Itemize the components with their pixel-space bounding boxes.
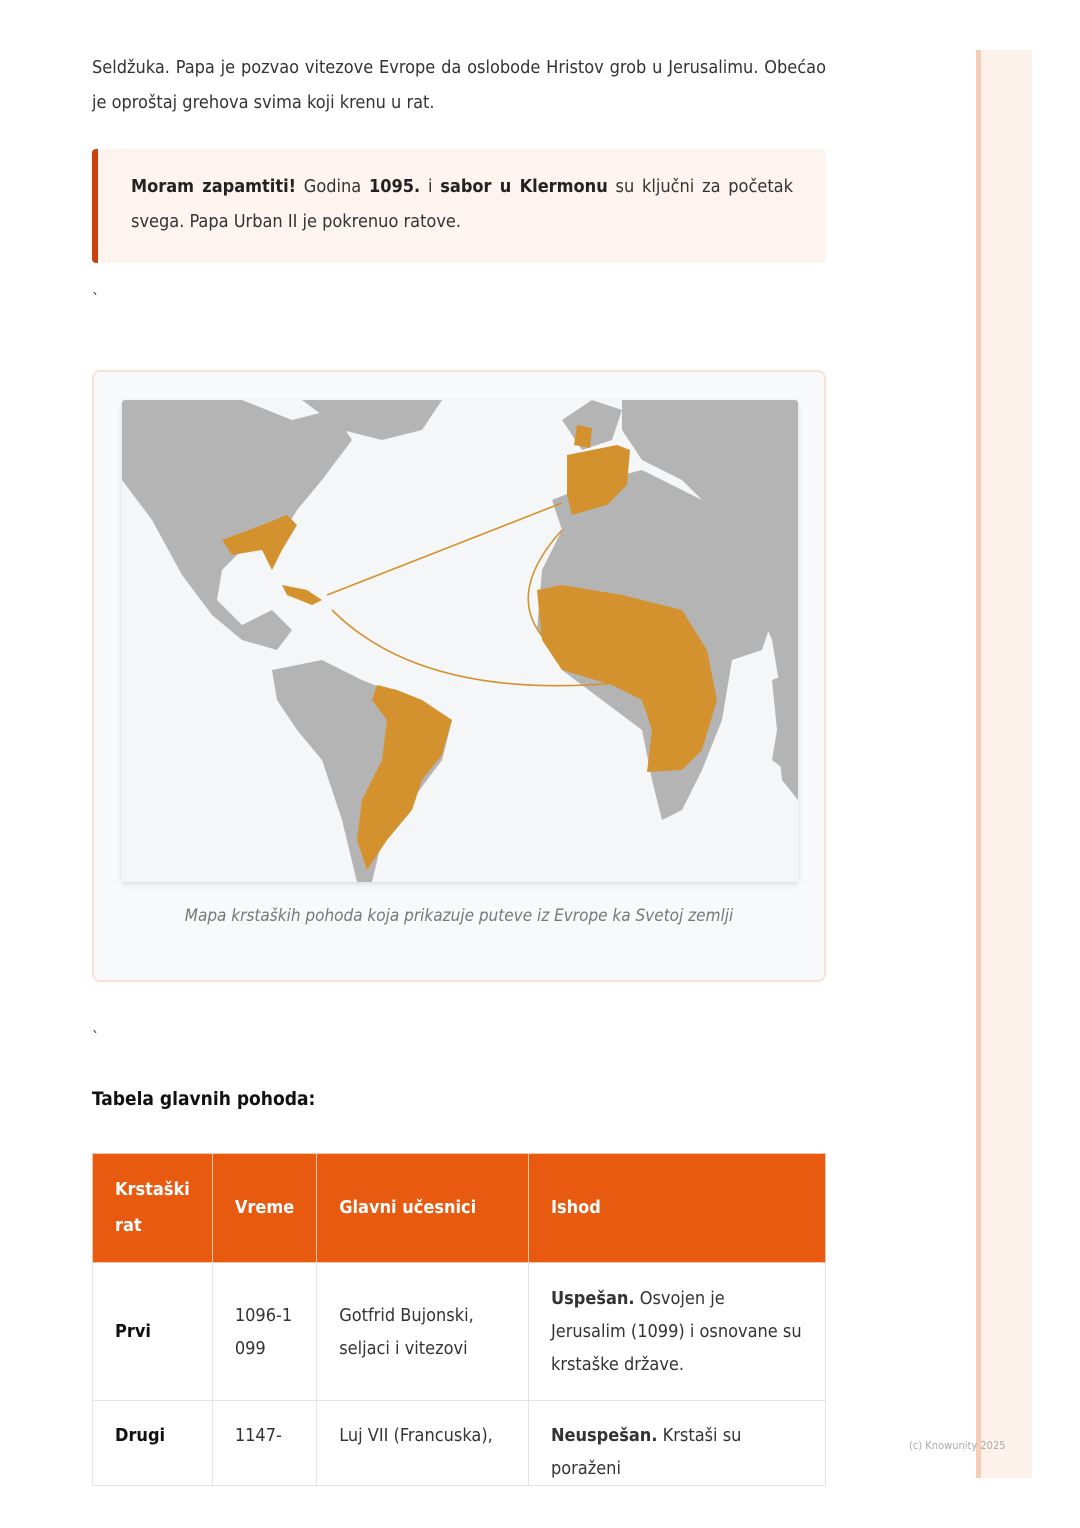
outcome-label: Neuspešan. — [550, 1425, 658, 1446]
copyright: (c) Knowunity 2025 — [909, 1439, 1006, 1452]
callout-text: Godina — [296, 176, 369, 197]
callout-text: i — [420, 176, 441, 197]
outcome-label: Uspešan. — [550, 1288, 635, 1309]
outcome-text: Osvojen je Jerusalim (1099) i osnovane s… — [550, 1288, 802, 1375]
cell-name: Drugi — [92, 1400, 213, 1486]
column-header: Glavni učesnici — [316, 1153, 529, 1263]
table-title: Tabela glavnih pohoda: — [92, 1088, 316, 1110]
column-header: Vreme — [211, 1153, 318, 1263]
map-caption: Mapa krstaških pohoda koja prikazuje put… — [184, 906, 734, 926]
cell-time: 1147- — [211, 1400, 318, 1486]
table-header-row: Krstaški rat Vreme Glavni učesnici Ishod — [92, 1153, 827, 1263]
column-header: Krstaški rat — [92, 1153, 213, 1263]
cell-time: 1096-1099 — [211, 1262, 318, 1401]
stray-backtick: ` — [92, 1028, 100, 1047]
stray-backtick: ` — [92, 290, 100, 309]
map-figure: Mapa krstaških pohoda koja prikazuje put… — [92, 370, 826, 982]
cell-name: Prvi — [92, 1262, 213, 1401]
cell-people: Luj VII (Francuska), — [316, 1400, 529, 1486]
callout-year: 1095. — [368, 176, 421, 197]
outcome-text: Krstaši su poraženi — [550, 1425, 742, 1479]
cell-outcome: Neuspešan. Krstaši su poraženi — [527, 1400, 827, 1486]
callout-label: Moram zapamtiti! — [131, 176, 296, 197]
callout-council: sabor u Klermonu — [440, 176, 608, 197]
crusades-table: Krstaški rat Vreme Glavni učesnici Ishod… — [92, 1153, 827, 1486]
table-row: Drugi 1147- Luj VII (Francuska), Neuspeš… — [92, 1400, 827, 1486]
map-image — [122, 400, 798, 882]
column-header: Ishod — [527, 1153, 827, 1263]
cell-people: Gotfrid Bujonski, seljaci i vitezovi — [316, 1262, 529, 1401]
intro-paragraph: Seldžuka. Papa je pozvao vitezove Evrope… — [92, 57, 826, 113]
cell-outcome: Uspešan. Osvojen je Jerusalim (1099) i o… — [527, 1262, 827, 1401]
table-row: Prvi 1096-1099 Gotfrid Bujonski, seljaci… — [92, 1262, 827, 1401]
callout-text: su ključni za početak svega. Papa Urban … — [131, 176, 793, 232]
callout-box: Moram zapamtiti! Godina 1095. i sabor u … — [92, 149, 826, 263]
side-strip — [976, 50, 1032, 1478]
